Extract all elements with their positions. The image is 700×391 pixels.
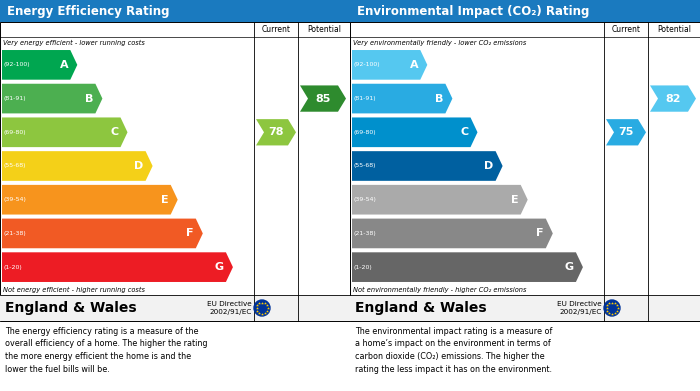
Polygon shape [352, 151, 503, 181]
Bar [350, 0, 700, 22]
Polygon shape [606, 119, 646, 145]
Text: A: A [410, 60, 419, 70]
Polygon shape [2, 117, 127, 147]
Text: Not environmentally friendly - higher CO₂ emissions: Not environmentally friendly - higher CO… [353, 287, 526, 292]
Polygon shape [256, 119, 296, 145]
Text: D: D [134, 161, 144, 171]
Text: Not energy efficient - higher running costs: Not energy efficient - higher running co… [3, 287, 145, 292]
Text: The environmental impact rating is a measure of
a home’s impact on the environme: The environmental impact rating is a mea… [355, 327, 552, 373]
Text: Current: Current [612, 25, 640, 34]
Bar [350, 295, 700, 321]
Polygon shape [2, 252, 233, 282]
Text: EU Directive
2002/91/EC: EU Directive 2002/91/EC [207, 301, 252, 315]
Text: Potential: Potential [307, 25, 341, 34]
Polygon shape [352, 185, 528, 215]
Polygon shape [352, 252, 583, 282]
Text: B: B [85, 93, 93, 104]
Text: (55-68): (55-68) [4, 163, 27, 169]
Text: (21-38): (21-38) [4, 231, 27, 236]
Text: (69-80): (69-80) [354, 130, 377, 135]
Polygon shape [2, 185, 178, 215]
Text: Potential: Potential [657, 25, 691, 34]
Polygon shape [300, 85, 346, 112]
Text: England & Wales: England & Wales [5, 301, 136, 315]
Text: Very environmentally friendly - lower CO₂ emissions: Very environmentally friendly - lower CO… [353, 39, 526, 46]
Text: (39-54): (39-54) [4, 197, 27, 202]
Text: E: E [161, 195, 169, 205]
Text: F: F [536, 228, 544, 239]
Text: (81-91): (81-91) [354, 96, 377, 101]
Polygon shape [650, 85, 696, 112]
Text: (1-20): (1-20) [354, 265, 372, 270]
Text: (21-38): (21-38) [354, 231, 377, 236]
Text: G: G [565, 262, 574, 272]
Text: Current: Current [262, 25, 290, 34]
Polygon shape [352, 50, 427, 80]
Text: D: D [484, 161, 494, 171]
Text: F: F [186, 228, 194, 239]
Circle shape [254, 300, 270, 316]
Polygon shape [2, 84, 102, 113]
Polygon shape [352, 84, 452, 113]
Text: EU Directive
2002/91/EC: EU Directive 2002/91/EC [557, 301, 602, 315]
Text: (69-80): (69-80) [4, 130, 27, 135]
Text: (92-100): (92-100) [4, 62, 31, 67]
Polygon shape [2, 50, 77, 80]
Bar [0, 22, 350, 321]
Text: 85: 85 [315, 93, 330, 104]
Text: A: A [60, 60, 69, 70]
Text: Very energy efficient - lower running costs: Very energy efficient - lower running co… [3, 39, 145, 46]
Text: (1-20): (1-20) [4, 265, 22, 270]
Text: Energy Efficiency Rating: Energy Efficiency Rating [7, 5, 169, 18]
Text: (55-68): (55-68) [354, 163, 377, 169]
Text: E: E [511, 195, 519, 205]
Circle shape [604, 300, 620, 316]
Text: (39-54): (39-54) [354, 197, 377, 202]
Text: G: G [215, 262, 224, 272]
Text: (81-91): (81-91) [4, 96, 27, 101]
Bar [0, 0, 350, 22]
Polygon shape [2, 219, 203, 248]
Text: C: C [111, 127, 118, 137]
Bar [0, 295, 350, 321]
Polygon shape [352, 219, 553, 248]
Polygon shape [2, 151, 153, 181]
Polygon shape [352, 117, 477, 147]
Text: 82: 82 [665, 93, 680, 104]
Text: 75: 75 [618, 127, 634, 137]
Text: Environmental Impact (CO₂) Rating: Environmental Impact (CO₂) Rating [357, 5, 589, 18]
Text: The energy efficiency rating is a measure of the
overall efficiency of a home. T: The energy efficiency rating is a measur… [5, 327, 207, 373]
Text: B: B [435, 93, 443, 104]
Text: (92-100): (92-100) [354, 62, 381, 67]
Text: 78: 78 [268, 127, 284, 137]
Bar [350, 22, 700, 321]
Text: England & Wales: England & Wales [355, 301, 486, 315]
Text: C: C [461, 127, 468, 137]
